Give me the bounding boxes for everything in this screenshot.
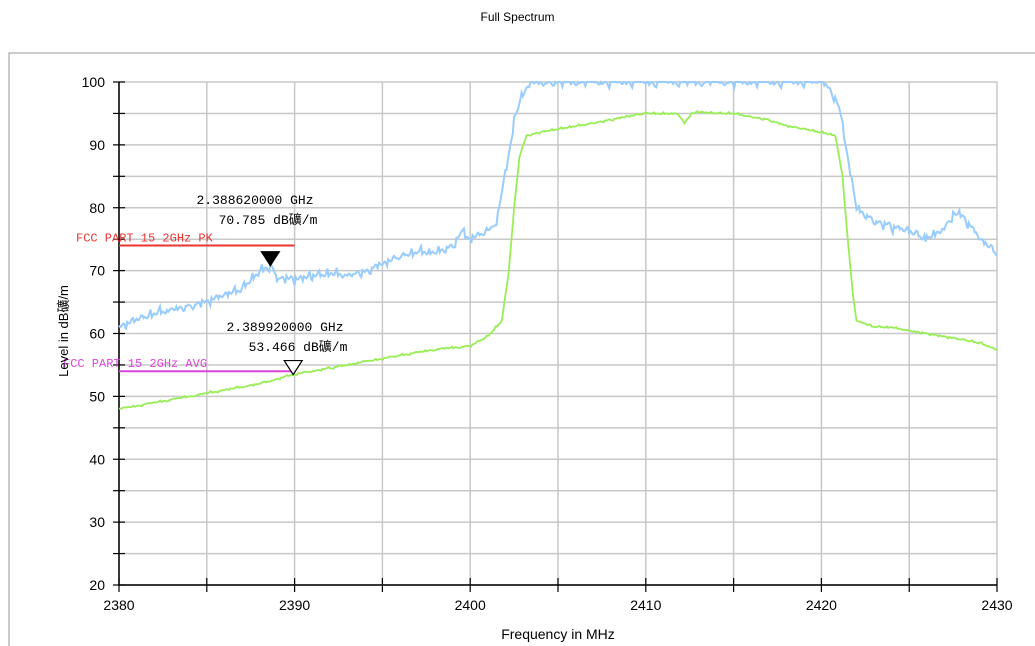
marker-level: 53.466 dB礦/m [249, 339, 348, 355]
y-tick-label: 90 [89, 137, 105, 153]
marker-triangle [283, 359, 304, 376]
y-tick-label: 80 [89, 200, 105, 216]
y-tick-label: 70 [89, 263, 105, 279]
series-line [118, 110, 998, 410]
marker-level: 70.785 dB礦/m [219, 212, 318, 228]
y-tick-label: 50 [89, 388, 105, 404]
limit-line-label-avg: FCC PART 15 2GHz AVG [63, 357, 207, 371]
y-axis-label: Level in dB礦/m [56, 285, 71, 377]
y-tick-label: 30 [89, 514, 105, 530]
chart-title: Full Spectrum [480, 10, 555, 24]
y-tick-label: 40 [89, 451, 105, 467]
y-tick-label: 100 [82, 74, 106, 90]
chart-frame [8, 52, 1035, 646]
y-tick-label: 60 [89, 326, 105, 342]
x-tick-label: 2400 [455, 597, 486, 613]
x-tick-label: 2410 [630, 597, 661, 613]
marker-frequency: 2.389920000 GHz [226, 320, 343, 335]
series-line [118, 79, 998, 330]
x-tick-label: 2390 [279, 597, 310, 613]
x-tick-label: 2380 [103, 597, 134, 613]
marker-frequency: 2.388620000 GHz [196, 193, 313, 208]
limit-line-label-pk: FCC PART 15 2GHz PK [76, 231, 214, 245]
x-tick-label: 2420 [806, 597, 837, 613]
x-tick-label: 2430 [981, 597, 1012, 613]
x-axis-label: Frequency in MHz [501, 626, 615, 642]
y-tick-label: 20 [89, 577, 105, 593]
marker-triangle [260, 251, 281, 267]
